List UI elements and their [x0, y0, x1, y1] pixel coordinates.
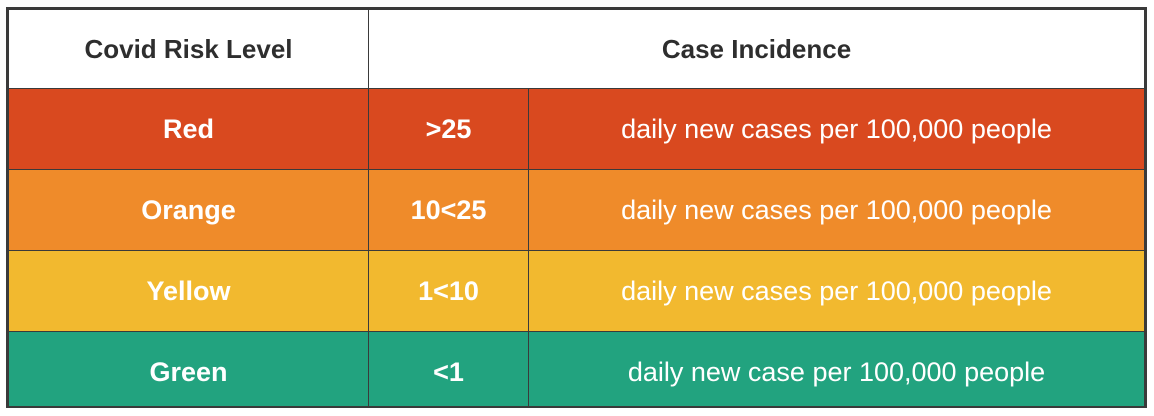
incidence-range-cell: 1<10	[368, 250, 529, 332]
covid-risk-table: Covid Risk Level Case Incidence Red >25 …	[8, 9, 1145, 406]
incidence-description-cell: daily new cases per 100,000 people	[528, 250, 1145, 332]
risk-level-cell: Yellow	[8, 250, 369, 332]
header-row: Covid Risk Level Case Incidence	[8, 9, 1145, 89]
incidence-range-cell: >25	[368, 88, 529, 170]
table-row-red: Red >25 daily new cases per 100,000 peop…	[8, 88, 1145, 170]
table-row-orange: Orange 10<25 daily new cases per 100,000…	[8, 169, 1145, 251]
risk-level-cell: Green	[8, 331, 369, 406]
incidence-range-cell: 10<25	[368, 169, 529, 251]
risk-level-cell: Orange	[8, 169, 369, 251]
incidence-range-cell: <1	[368, 331, 529, 406]
table-row-yellow: Yellow 1<10 daily new cases per 100,000 …	[8, 250, 1145, 332]
covid-risk-table-container: Covid Risk Level Case Incidence Red >25 …	[6, 7, 1147, 408]
header-risk-level: Covid Risk Level	[8, 9, 369, 89]
incidence-description-cell: daily new case per 100,000 people	[528, 331, 1145, 406]
risk-level-cell: Red	[8, 88, 369, 170]
incidence-description-cell: daily new cases per 100,000 people	[528, 169, 1145, 251]
incidence-description-cell: daily new cases per 100,000 people	[528, 88, 1145, 170]
table-row-green: Green <1 daily new case per 100,000 peop…	[8, 331, 1145, 406]
header-case-incidence: Case Incidence	[368, 9, 1145, 89]
